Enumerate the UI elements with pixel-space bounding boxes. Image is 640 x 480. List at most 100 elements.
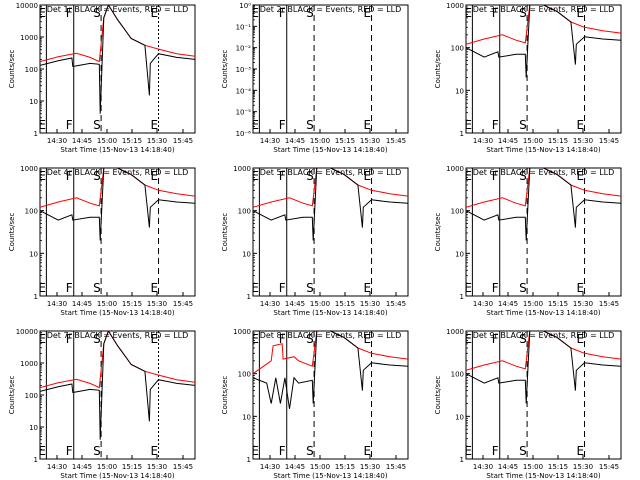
panel-det-1: Det 1r BLACK = Events, RED = LLD 1 10 100 10… [8,2,196,154]
y-tick-label: 10 [455,413,464,421]
x-tick-label: 15:45 [173,463,193,471]
y-tick-label: 1 [460,456,464,464]
panel-title: Det 3r BLACK = Events, RED = LLD [473,5,615,14]
y-tick-label: 10 [242,250,251,258]
x-tick-label: 15:00 [310,300,330,308]
panel-title: Det 8r BLACK = Events, RED = LLD [260,331,402,340]
y-tick-label: 10⁻² [236,45,252,53]
x-tick-label: 15:45 [599,137,619,145]
x-axis-label: Start Time (15-Nov-13 14:18:40) [486,472,600,480]
marker-label: E [464,332,472,346]
series-lld [466,168,621,208]
x-tick-label: 15:15 [335,463,355,471]
marker-label: F [279,281,286,295]
y-tick-label: 1000 [233,165,251,173]
marker-label: E [577,169,585,183]
x-tick-label: 15:15 [122,300,142,308]
marker-label: S [519,281,527,295]
marker-label: S [93,444,101,458]
y-axis-label: Counts/sec [221,376,229,415]
marker-label: S [519,332,527,346]
y-tick-label: 1 [460,293,464,301]
panel-det-4: Det 4r BLACK = Events, RED = LLD 1 10 100 10… [8,165,196,317]
x-tick-label: 15:00 [97,300,117,308]
marker-label: S [93,169,101,183]
y-tick-label: 100 [238,208,251,216]
x-axis-label: Start Time (15-Nov-13 14:18:40) [273,146,387,154]
x-tick-label: 14:30 [260,137,280,145]
marker-label: S [93,332,101,346]
marker-label: E [251,169,259,183]
x-axis-label: Start Time (15-Nov-13 14:18:40) [486,146,600,154]
y-axis-label: Counts/sec [8,376,16,415]
x-tick-label: 14:45 [285,300,305,308]
series-events [466,331,621,404]
marker-label: S [519,444,527,458]
x-tick-label: 14:45 [72,300,92,308]
y-tick-label: 1 [247,293,251,301]
x-tick-label: 14:30 [260,463,280,471]
x-tick-label: 15:15 [122,463,142,471]
x-tick-label: 15:00 [310,463,330,471]
marker-label: S [519,118,527,132]
x-tick-label: 15:30 [360,300,380,308]
panel-det-9: Det 9r BLACK = Events, RED = LLD 1 10 100 10… [434,328,622,480]
x-tick-label: 15:15 [548,463,568,471]
y-tick-label: 10 [29,98,38,106]
marker-label: S [519,6,527,20]
y-tick-label: 100 [238,371,251,379]
panel-title: Det 4r BLACK = Events, RED = LLD [47,168,189,177]
x-axis-label: Start Time (15-Nov-13 14:18:40) [273,309,387,317]
y-tick-label: 100 [451,371,464,379]
marker-label: E [151,281,159,295]
marker-label: S [93,6,101,20]
y-tick-label: 10⁻⁴ [236,87,252,95]
series-lld [253,331,408,375]
marker-label: E [38,332,46,346]
marker-label: F [279,6,286,20]
x-tick-label: 15:30 [360,137,380,145]
y-tick-label: 1 [34,130,38,138]
x-tick-label: 14:30 [47,300,67,308]
marker-label: E [464,169,472,183]
y-axis-label: Counts/sec [8,50,16,89]
x-tick-label: 14:45 [285,463,305,471]
series-lld [40,168,195,208]
panel-det-5: Det 5r BLACK = Events, RED = LLD 1 10 100 10… [221,165,409,317]
marker-label: F [66,281,73,295]
y-tick-label: 100 [25,66,38,74]
marker-label: S [306,6,314,20]
marker-label: E [251,6,259,20]
x-tick-label: 15:45 [386,300,406,308]
marker-label: E [251,281,259,295]
x-tick-label: 15:15 [335,300,355,308]
marker-label: E [151,118,159,132]
y-tick-label: 10 [242,413,251,421]
marker-label: E [464,444,472,458]
y-tick-label: 10 [29,250,38,258]
x-tick-label: 15:15 [122,137,142,145]
y-tick-label: 10⁻¹ [236,23,252,31]
series-events [253,331,408,409]
panel-det-8: Det 8r BLACK = Events, RED = LLD 1 10 100 10… [221,328,409,480]
marker-label: F [492,6,499,20]
series-events [40,331,195,440]
marker-label: S [306,169,314,183]
x-tick-label: 15:45 [386,137,406,145]
x-tick-label: 14:30 [473,137,493,145]
y-tick-label: 10000 [16,328,38,336]
marker-label: F [66,6,73,20]
marker-label: E [464,118,472,132]
y-tick-label: 1000 [20,360,38,368]
marker-label: F [279,118,286,132]
marker-label: E [151,444,159,458]
y-tick-label: 1 [460,130,464,138]
x-tick-label: 15:00 [523,300,543,308]
marker-label: S [93,118,101,132]
y-axis-label: Counts/sec [434,213,442,252]
marker-label: E [151,169,159,183]
series-lld [40,5,195,63]
marker-label: S [519,169,527,183]
x-tick-label: 15:30 [147,300,167,308]
y-tick-label: 1000 [446,2,464,10]
